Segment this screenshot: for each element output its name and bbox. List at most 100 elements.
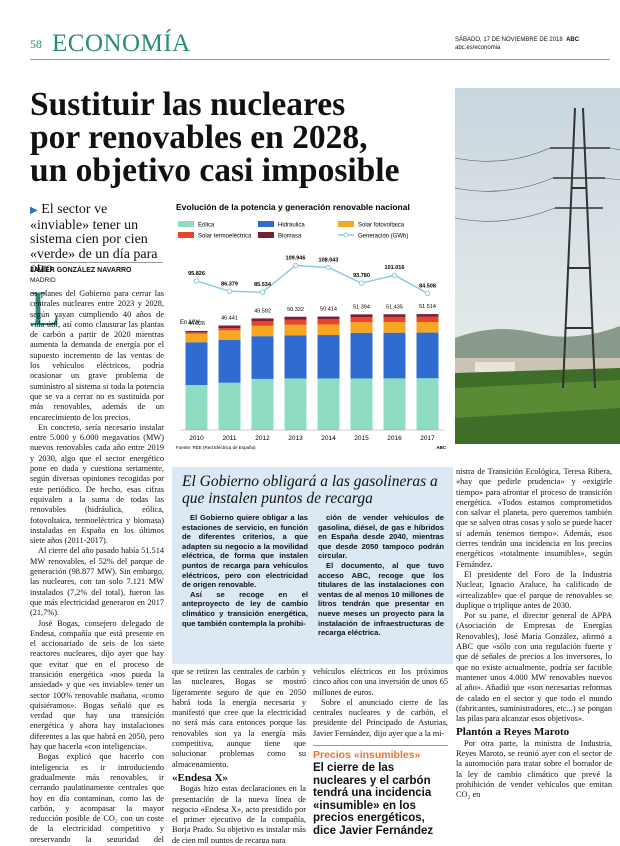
page-number: 58 [30, 37, 42, 51]
column: nistra de Transición Ecológica, Teresa R… [456, 467, 612, 843]
paragraph: El documento, al que tuvo acceso ABC, re… [318, 560, 444, 638]
box-title: El Gobierno obligará a las gasolineras a… [182, 473, 438, 507]
paragraph: que se retiren las centrales de carbón y… [172, 667, 306, 769]
paragraph: Sobre el anunciado cierre de las central… [313, 697, 448, 738]
line-marker [358, 280, 365, 286]
bar-segment [350, 322, 373, 333]
bar-segment [251, 321, 274, 326]
line [196, 264, 428, 295]
subheading: Plantón a Reyes Maroto [456, 726, 570, 739]
bar-segment [383, 316, 406, 323]
bar-segment [416, 314, 439, 317]
bar-segment [317, 319, 340, 325]
legend-swatch [338, 221, 354, 227]
line-label: 85.534 [254, 282, 272, 288]
total-label: 51.394 [353, 304, 370, 310]
unit-label: En MW [180, 320, 200, 326]
x-tick-label: 2014 [321, 435, 336, 442]
paragraph: Bogas hizo estas declaraciones en la pre… [172, 784, 306, 843]
subhead: ▶ El sector ve «inviable» tener un siste… [30, 202, 158, 276]
bar-segment [284, 324, 307, 336]
bar-segment [185, 330, 208, 333]
byline: JAVIER GONZÁLEZ NAVARRO [30, 267, 132, 274]
bar-segment [383, 378, 406, 430]
paragraph: Al cierre del año pasado había 51.514 MW… [30, 546, 164, 618]
x-tick-label: 2010 [189, 435, 204, 442]
rule [30, 262, 163, 263]
bar-segment [185, 333, 208, 343]
total-label: 49.592 [254, 308, 271, 314]
headline-line: por renovables en 2028, [30, 119, 368, 156]
legend-swatch [178, 221, 194, 227]
headline: Sustituir las nucleares por renovables en… [30, 86, 455, 188]
bar-segment [284, 316, 307, 320]
paragraph: os planes del Gobierno para cerrar las c… [30, 289, 164, 422]
bar-segment [284, 378, 307, 430]
line-label: 108.043 [319, 258, 339, 264]
line-label: 109.946 [286, 255, 306, 261]
paragraph: En concreto, sería necesario instalar en… [30, 422, 164, 546]
sidebar-text: El cierre de las nucleares y el carbón t… [313, 762, 434, 837]
legend-swatch [178, 232, 194, 238]
column: vehículos eléctricos en los próximos cin… [313, 667, 448, 743]
brand: ABC [566, 37, 580, 43]
line-label: 84.508 [419, 283, 436, 289]
legend-swatch [258, 232, 274, 238]
bar-segment [416, 322, 439, 333]
line-marker [325, 264, 332, 271]
rule [313, 745, 448, 746]
bar-segment [185, 332, 208, 334]
chart: Evolución de la potencia y generación re… [176, 202, 447, 450]
total-label: 46.441 [221, 316, 238, 322]
x-tick-label: 2013 [288, 435, 303, 442]
legend-label: Hidráulica [278, 223, 305, 229]
total-label: 51.514 [419, 304, 436, 310]
bar-segment [383, 332, 406, 379]
bar-segment [218, 325, 241, 329]
paragraph: vehículos eléctricos en los próximos cin… [313, 667, 448, 697]
bar-segment [350, 378, 373, 430]
paragraph: nistra de Transición Ecológica, Teresa R… [456, 467, 612, 569]
bar-segment [218, 328, 241, 331]
paragraph: Bogas explicó que hacerlo con inteligenc… [30, 752, 164, 842]
box-column: ción de vender vehículos de gasolina, di… [318, 513, 444, 659]
x-tick-label: 2017 [420, 435, 435, 442]
date-text: SÁBADO, 17 DE NOVIEMBRE DE 2018 [455, 37, 563, 43]
paragraph: ción de vender vehículos de gasolina, di… [318, 513, 444, 561]
box-column: El Gobierno quiere obligar a las estacio… [182, 513, 308, 659]
bar-segment [251, 336, 274, 379]
column: que se retiren las centrales de carbón y… [172, 667, 306, 843]
bar-segment [416, 332, 439, 379]
bar-segment [383, 314, 406, 317]
legend-label: Biomasa [278, 234, 302, 240]
bar-segment [317, 378, 340, 430]
photo [455, 88, 620, 444]
line-label: 101.016 [385, 265, 405, 271]
bar-segment [218, 330, 241, 340]
legend-swatch [343, 232, 349, 238]
total-label: 50.332 [287, 307, 304, 313]
line-marker [226, 288, 233, 294]
paragraph: Por su parte, el director general de APP… [456, 611, 612, 724]
bar-segment [284, 319, 307, 325]
bar-segment [350, 332, 373, 379]
total-label: 50.414 [320, 307, 337, 313]
bar-segment [284, 335, 307, 379]
total-label: 44.026 [188, 321, 205, 327]
paragraph: José Bogas, consejero delegado de Endesa… [30, 618, 164, 752]
headline-line: Sustituir las nucleares [30, 86, 346, 123]
line-marker [193, 278, 200, 284]
line-label: 86.379 [221, 281, 238, 287]
bar-segment [317, 316, 340, 320]
legend-swatch [258, 221, 274, 227]
total-label: 51.435 [386, 304, 403, 310]
url: abc.es/economia [455, 45, 501, 51]
paragraph: El presidente del Foro de la Industria N… [456, 569, 612, 610]
section-title: ECONOMÍA [52, 30, 191, 57]
bar-segment [350, 314, 373, 318]
drop-cap: L [30, 280, 61, 336]
paragraph: Por otra parte, la ministra de Industria… [456, 738, 612, 800]
dateline: MADRID [30, 277, 56, 284]
bar-segment [218, 340, 241, 383]
